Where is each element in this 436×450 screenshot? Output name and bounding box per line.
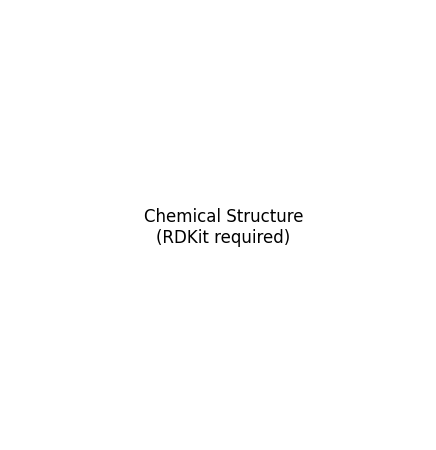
Text: Chemical Structure
(RDKit required): Chemical Structure (RDKit required) xyxy=(144,208,303,247)
